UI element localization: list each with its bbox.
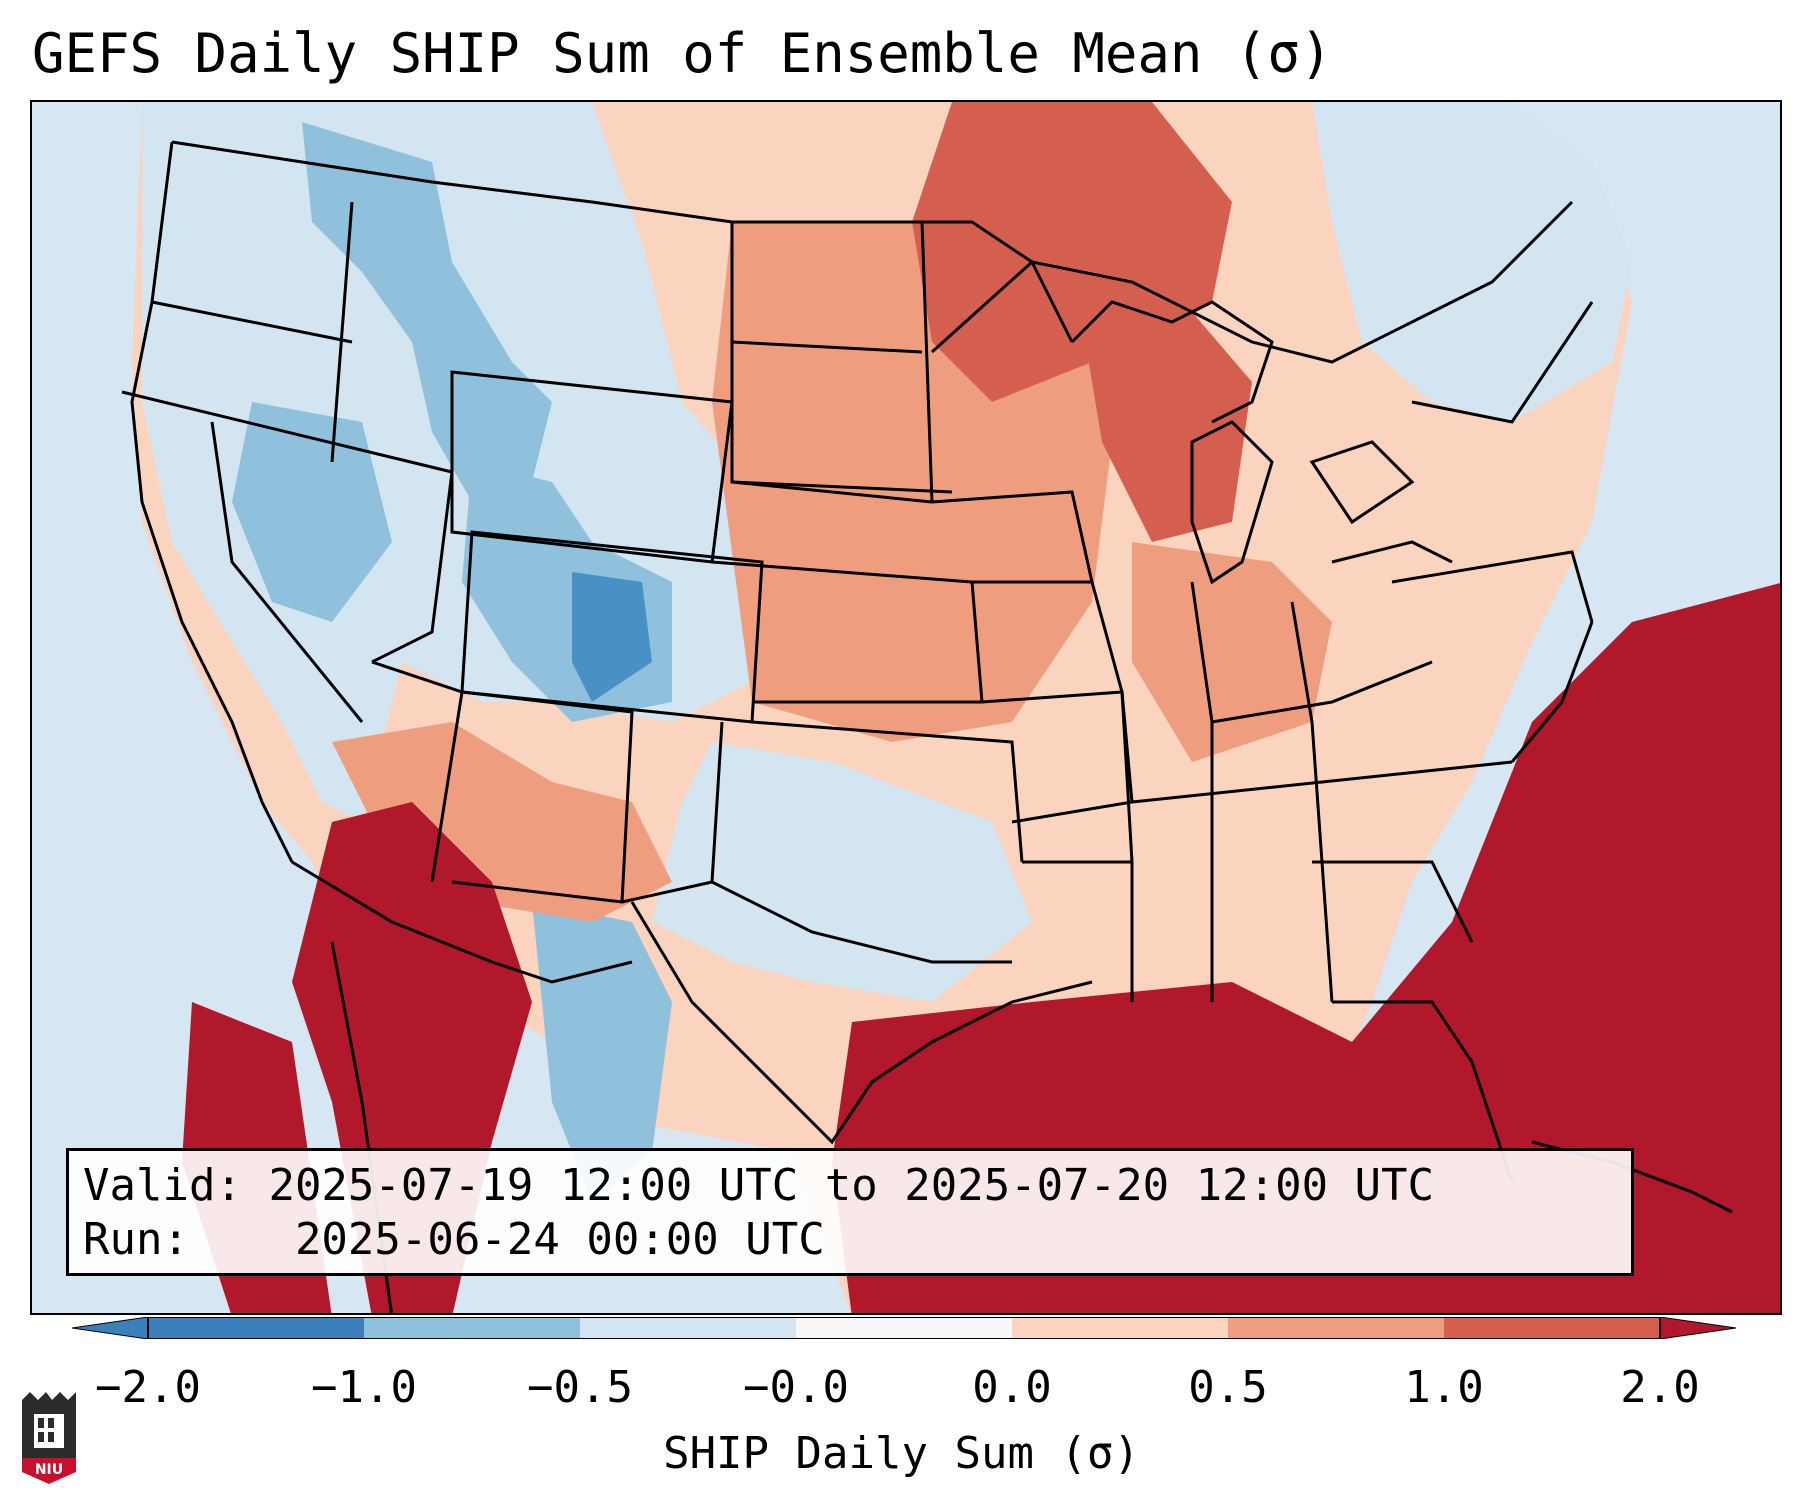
colorbar-label: SHIP Daily Sum (σ) (663, 1428, 1140, 1479)
colorbar-extend-high (1659, 1317, 1736, 1339)
nevada-blue-patch (232, 402, 392, 622)
colorbar-segment-5 (1012, 1317, 1228, 1339)
validity-info-box: Valid: 2025-07-19 12:00 UTC to 2025-07-2… (66, 1148, 1634, 1276)
colorbar (72, 1317, 1736, 1339)
colorbar-tick: −1.0 (311, 1362, 417, 1413)
northeast-light-blue-patch (1312, 102, 1632, 422)
colorbar-segment-4 (796, 1317, 1012, 1339)
map-panel (30, 100, 1782, 1315)
valid-label: Valid: (83, 1160, 242, 1211)
colorbar-segment-1 (148, 1317, 364, 1339)
colorbar-extend-low (72, 1317, 149, 1339)
run-label: Run: (83, 1214, 189, 1265)
run-value: 2025-06-24 00:00 UTC (294, 1214, 825, 1265)
colorbar-tick: 1.0 (1404, 1362, 1484, 1413)
great-lakes-red-region (1082, 312, 1252, 542)
colorbar-outline (147, 1317, 1661, 1339)
colorado-dark-blue-patch (572, 572, 652, 702)
midwest-red-region (1132, 542, 1332, 762)
colorbar-segment-3 (580, 1317, 796, 1339)
colorbar-tick: −2.0 (95, 1362, 201, 1413)
colorbar-segment-7 (1444, 1317, 1660, 1339)
state-borders (121, 140, 1733, 1313)
svg-text:NIU: NIU (35, 1462, 63, 1478)
niu-logo-icon: NIU (22, 1392, 76, 1484)
idaho-blue-patch (302, 122, 552, 502)
texas-light-blue-patch (652, 742, 1032, 1002)
colorbar-tick: 0.5 (1188, 1362, 1268, 1413)
colorbar-tick: 0.0 (972, 1362, 1052, 1413)
gulf-dark-red-region (832, 583, 1780, 1313)
colorbar-segment-6 (1228, 1317, 1444, 1339)
colorbar-segment-2 (364, 1317, 580, 1339)
colorbar-tick: 2.0 (1620, 1362, 1700, 1413)
chart-title: GEFS Daily SHIP Sum of Ensemble Mean (σ) (32, 22, 1333, 85)
colorbar-tick: −0.0 (743, 1362, 849, 1413)
valid-value: 2025-07-19 12:00 UTC to 2025-07-20 12:00… (268, 1160, 1435, 1211)
map-svg (32, 102, 1780, 1313)
colorbar-tick: −0.5 (527, 1362, 633, 1413)
